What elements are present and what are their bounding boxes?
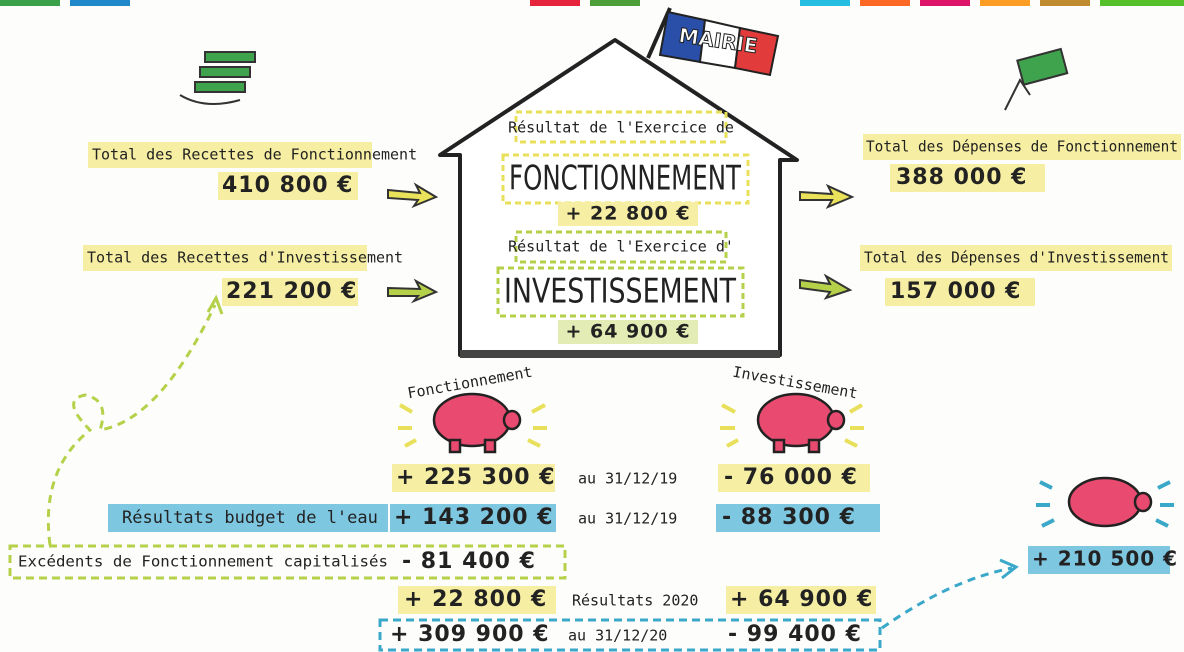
- amount: 157 000 €: [890, 279, 1021, 304]
- label: Total des Recettes d'Investissement: [87, 249, 403, 267]
- color-strip: [0, 0, 1184, 6]
- date: au 31/12/19: [578, 510, 677, 528]
- label: Total des Recettes de Fonctionnement: [92, 146, 417, 164]
- result-amount: + 64 900 €: [565, 321, 690, 343]
- arrow: [388, 185, 436, 206]
- amount: - 81 400 €: [402, 549, 536, 574]
- amount: - 88 300 €: [722, 505, 856, 530]
- amount: + 22 800 €: [404, 587, 547, 612]
- amount: 221 200 €: [226, 279, 357, 304]
- amount: - 99 400 €: [728, 622, 862, 647]
- label: Résultats budget de l'eau: [122, 508, 378, 528]
- result-amount: + 22 800 €: [565, 203, 690, 225]
- amount: 388 000 €: [896, 165, 1027, 190]
- label: Résultats 2020: [572, 592, 698, 610]
- result-title: FONCTIONNEMENT: [509, 159, 741, 199]
- infographic: Total des Recettes de Fonctionnement 410…: [0, 0, 1184, 652]
- amount: 410 800 €: [222, 173, 353, 198]
- arrow: [800, 186, 852, 207]
- amount: + 309 900 €: [390, 622, 550, 647]
- amount: + 210 500 €: [1032, 547, 1178, 571]
- arrow: [800, 276, 850, 298]
- arrow: [388, 281, 436, 301]
- amount: + 143 200 €: [394, 505, 554, 530]
- connector: [882, 568, 1012, 628]
- result-intro: Résultat de l'Exercice d': [508, 238, 734, 256]
- result-intro: Résultat de l'Exercice de: [508, 119, 734, 137]
- label: Excédents de Fonctionnement capitalisés: [18, 553, 388, 571]
- amount: - 76 000 €: [724, 465, 858, 490]
- date: au 31/12/20: [568, 627, 667, 645]
- result-title: INVESTISSEMENT: [504, 272, 736, 312]
- amount: + 64 900 €: [730, 587, 873, 612]
- label: Total des Dépenses d'Investissement: [864, 249, 1169, 267]
- date: au 31/12/19: [578, 470, 677, 488]
- label: Total des Dépenses de Fonctionnement: [866, 138, 1178, 156]
- amount: + 225 300 €: [396, 465, 556, 490]
- house-shadow: [460, 350, 780, 358]
